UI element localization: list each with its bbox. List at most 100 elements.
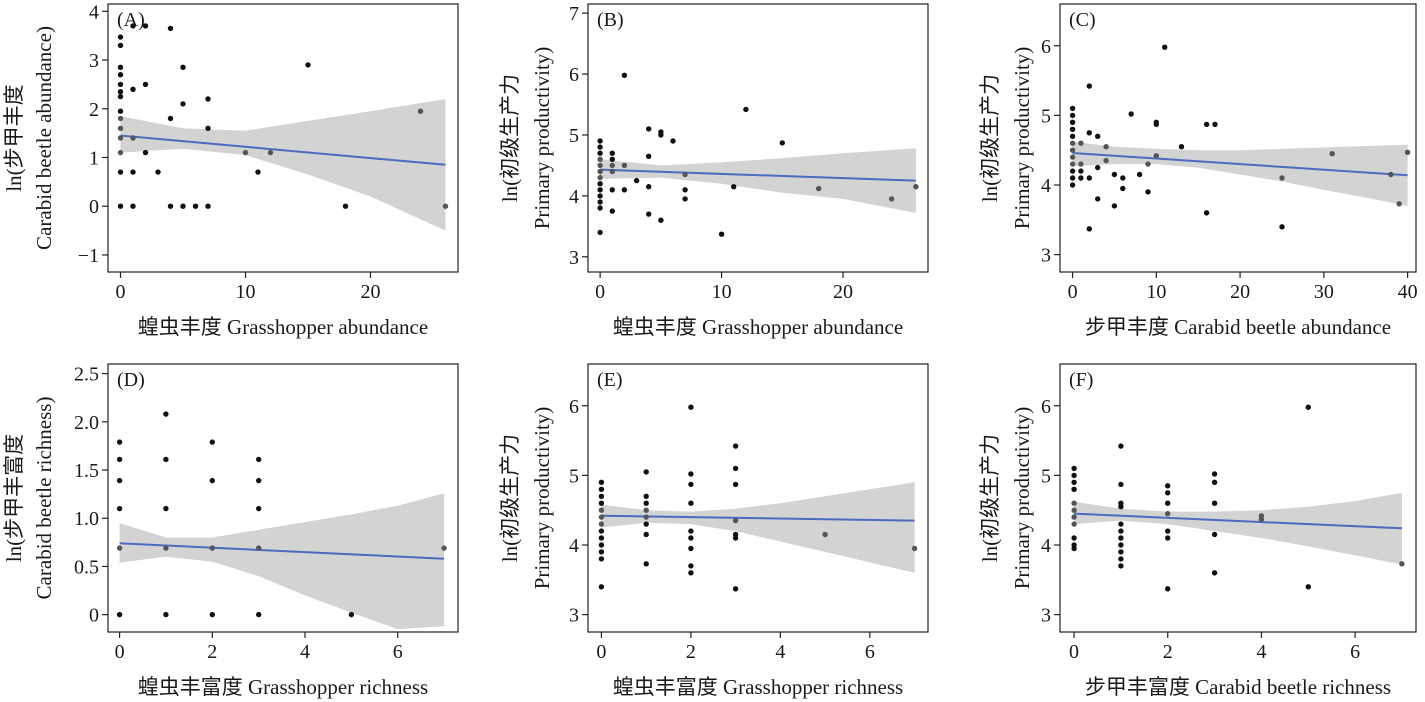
y-tick-label: 4 <box>569 535 579 557</box>
data-point <box>1165 490 1171 496</box>
y-tick-label: −1 <box>78 245 99 267</box>
data-point <box>180 203 186 209</box>
data-point <box>682 171 688 178</box>
regression-line <box>601 514 915 522</box>
plot-area <box>1071 404 1405 592</box>
data-point <box>609 208 615 214</box>
data-point <box>1399 561 1405 567</box>
data-point <box>682 196 688 202</box>
data-point <box>1118 563 1124 569</box>
data-point <box>130 135 136 141</box>
data-point <box>1136 171 1143 178</box>
y-tick-label: 0.5 <box>74 556 99 578</box>
x-tick-label: 6 <box>865 641 875 663</box>
plot-frame <box>1059 363 1417 633</box>
x-axis-label: 蝗虫丰度 Grasshopper abundance <box>138 315 428 339</box>
data-point <box>597 150 603 156</box>
data-point <box>1211 500 1218 506</box>
y-tick-label: 6 <box>1041 36 1051 58</box>
data-point <box>643 521 649 527</box>
y-tick-label: 3 <box>89 50 99 72</box>
data-point <box>688 481 694 488</box>
data-point <box>267 149 274 156</box>
data-point <box>1069 140 1076 146</box>
y-tick-label: 4 <box>1041 175 1051 197</box>
data-point <box>1118 556 1124 562</box>
y-axis-label-line-2: Primary productivity) <box>1010 407 1034 590</box>
x-tick-label: 4 <box>1256 641 1266 663</box>
data-point <box>888 196 895 202</box>
y-tick-label: 6 <box>1041 396 1051 418</box>
data-point <box>1118 481 1124 488</box>
data-point <box>688 528 694 534</box>
y-tick-label: 5 <box>569 125 579 147</box>
data-point <box>1069 147 1076 153</box>
data-point <box>621 162 628 169</box>
data-point <box>688 545 694 552</box>
y-tick-label: 2.5 <box>74 364 99 386</box>
x-tick-label: 6 <box>1350 641 1360 663</box>
x-tick-label: 0 <box>116 281 126 303</box>
data-point <box>597 199 603 205</box>
data-point <box>1069 112 1076 119</box>
data-point <box>180 64 186 71</box>
data-point <box>598 584 605 590</box>
data-point <box>621 187 628 193</box>
y-axis-label-line-1: ln(初级生产力 <box>498 74 522 202</box>
data-point <box>598 521 605 527</box>
data-point <box>1095 164 1101 171</box>
data-point <box>688 535 694 541</box>
data-point <box>1211 570 1218 576</box>
x-tick-label: 2 <box>207 641 217 663</box>
data-point <box>598 528 605 534</box>
data-point <box>142 81 149 88</box>
data-point <box>167 25 174 32</box>
y-tick-label: 7 <box>569 3 579 25</box>
data-point <box>1069 182 1076 188</box>
data-point <box>256 611 262 618</box>
data-point <box>731 184 737 190</box>
panel-label: (C) <box>1069 9 1096 31</box>
data-point <box>116 439 123 445</box>
data-point <box>1086 130 1093 136</box>
data-point <box>621 72 628 79</box>
data-point <box>1071 472 1077 479</box>
data-point <box>1165 483 1171 489</box>
y-tick-label: 1.0 <box>74 508 99 530</box>
y-axis-label-line-1: ln(初级生产力 <box>498 434 522 562</box>
x-tick-label: 4 <box>775 641 785 663</box>
x-axis-label: 步甲丰度 Carabid beetle abundance <box>1085 315 1391 339</box>
data-point <box>209 545 215 551</box>
data-point <box>743 106 749 113</box>
data-point <box>116 505 123 512</box>
data-point <box>256 545 262 551</box>
regression-line <box>600 168 916 182</box>
data-point <box>117 64 124 71</box>
data-point <box>1165 528 1171 534</box>
data-point <box>1118 542 1124 548</box>
data-point <box>1071 507 1077 513</box>
data-point <box>913 184 919 190</box>
y-tick-label: 2 <box>89 99 99 121</box>
data-point <box>117 93 124 100</box>
data-point <box>643 514 649 520</box>
data-point <box>1128 111 1134 117</box>
y-axis-label-line-1: ln(步甲丰富度 <box>2 434 26 562</box>
confidence-band <box>1074 492 1402 565</box>
y-tick-label: 3 <box>569 247 579 269</box>
data-point <box>1111 171 1118 178</box>
plot-frame <box>107 3 459 273</box>
x-tick-label: 10 <box>1146 281 1166 303</box>
data-point <box>682 187 688 193</box>
data-point <box>1388 171 1394 178</box>
plot-frame <box>587 3 929 273</box>
x-tick-label: 20 <box>1230 281 1250 303</box>
data-point <box>1071 514 1077 520</box>
x-tick-label: 10 <box>712 281 732 303</box>
data-point <box>116 611 123 618</box>
x-tick-label: 0 <box>1068 281 1078 303</box>
data-point <box>256 505 262 512</box>
data-point <box>1078 168 1084 174</box>
data-point <box>1069 105 1076 112</box>
x-tick-label: 0 <box>596 641 606 663</box>
